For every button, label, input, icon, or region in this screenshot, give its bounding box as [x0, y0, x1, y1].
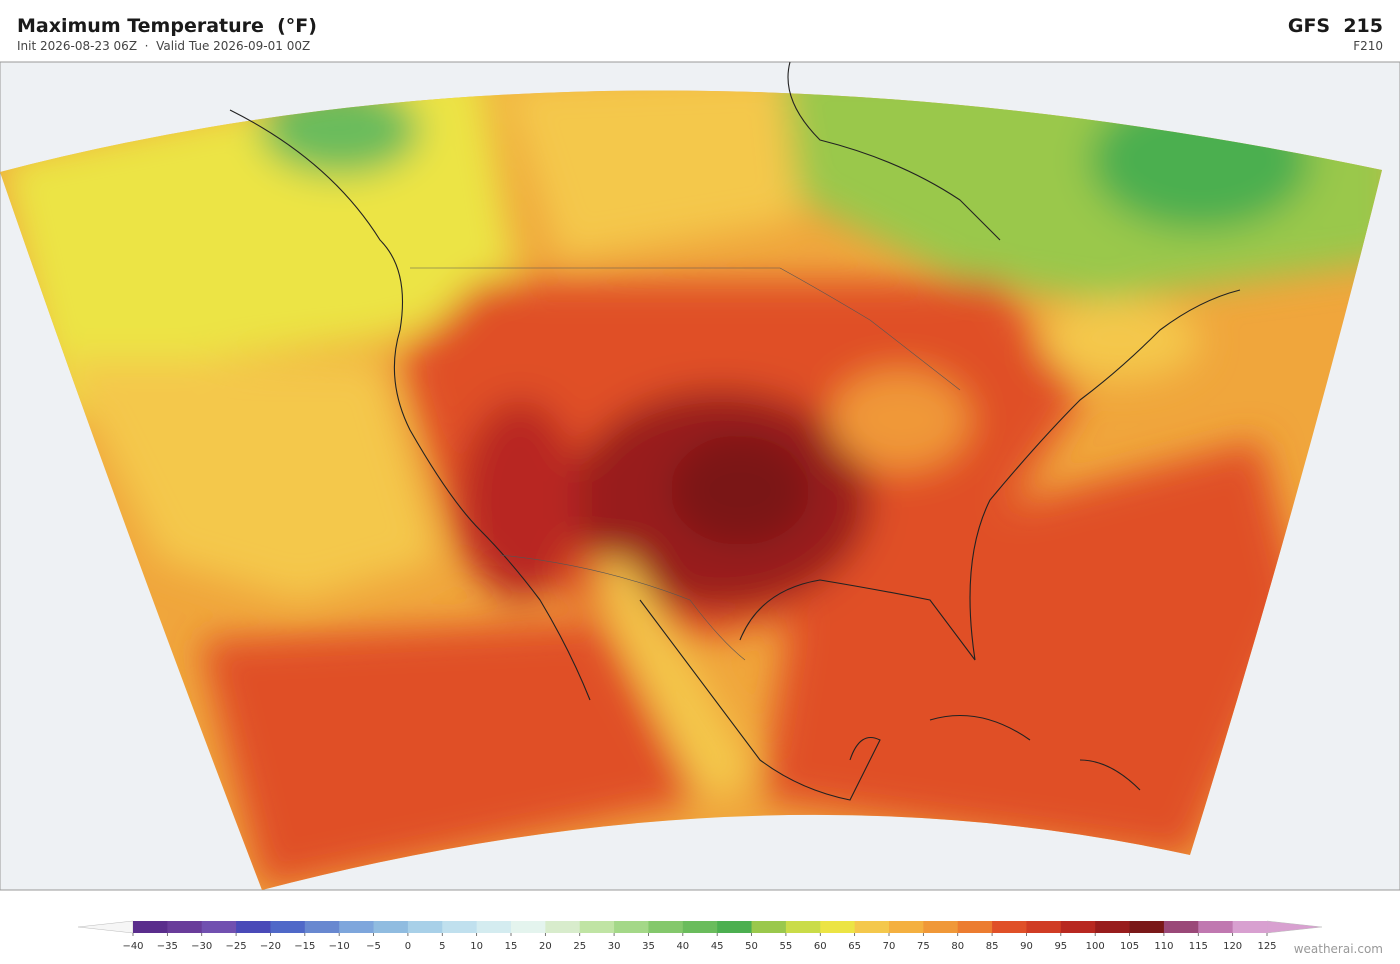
- borders: [410, 267, 961, 661]
- subtitle: Init 2026-08-23 06Z · Valid Tue 2026-09-…: [17, 39, 311, 53]
- title: Maximum Temperature (°F): [17, 15, 317, 37]
- temperature-field: [0, 90, 1382, 891]
- watermark: weatherai.com: [1293, 942, 1383, 956]
- forecast-hour: F210: [1353, 39, 1383, 53]
- model-name: GFS 215: [1287, 15, 1383, 37]
- coastlines: [229, 61, 1241, 801]
